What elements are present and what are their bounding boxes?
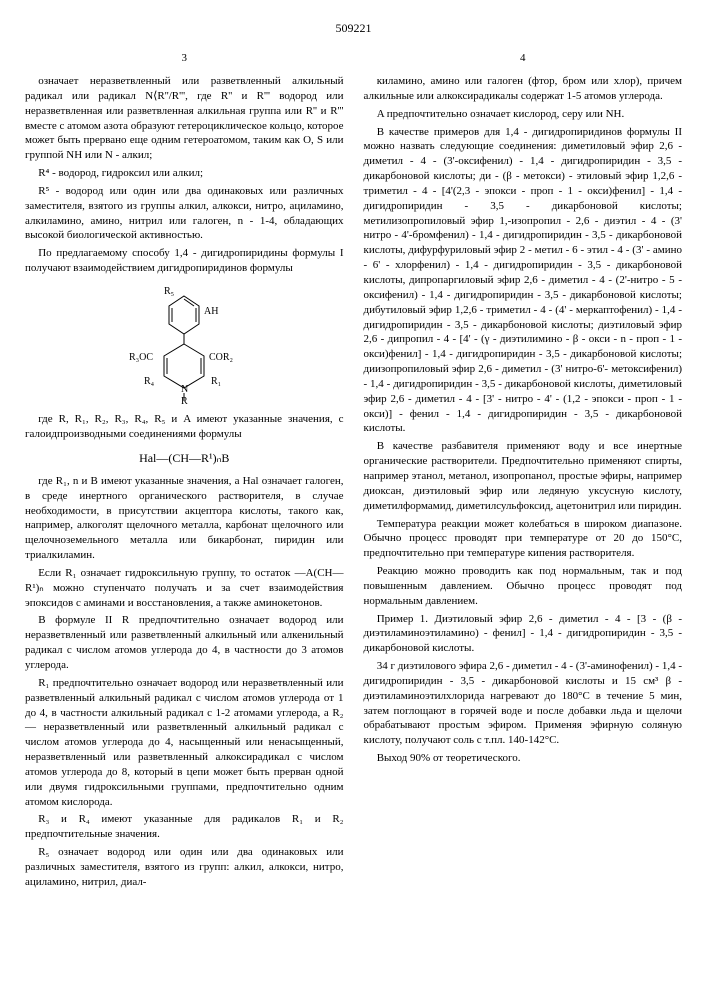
para: означает неразветвленный или разветвленн… xyxy=(25,74,344,163)
para: Температура реакции может колебаться в ш… xyxy=(364,517,683,562)
para: R₅ означает водород или один или два оди… xyxy=(25,845,344,890)
r-label: R xyxy=(181,396,188,404)
cor2-label: COR₂ xyxy=(209,352,233,363)
para: Реакцию можно проводить как под нормальн… xyxy=(364,564,683,609)
para: Выход 90% от теоретического. xyxy=(364,751,683,766)
para: По предлагаемому способу 1,4 - дигидропи… xyxy=(25,246,344,276)
left-column: 3 означает неразветвленный или разветвле… xyxy=(25,51,344,892)
right-col-number: 4 xyxy=(364,51,683,66)
para: 34 г диэтилового эфира 2,6 - диметил - 4… xyxy=(364,659,683,748)
para: где R₁, n и B имеют указанные значения, … xyxy=(25,474,344,563)
patent-number: 509221 xyxy=(25,20,682,36)
para: A предпочтительно означает кислород, сер… xyxy=(364,107,683,122)
hal-formula: Hal—(CH—R¹)ₙB xyxy=(25,450,344,466)
para: R₃ и R₄ имеют указанные для радикалов R₁… xyxy=(25,812,344,842)
para: В качестве разбавителя применяют воду и … xyxy=(364,439,683,513)
para: киламино, амино или галоген (фтор, бром … xyxy=(364,74,683,104)
r5-label: R₅ xyxy=(164,286,174,297)
r1-label: R₁ xyxy=(211,376,221,387)
chemical-structure: R₅ AH R₃OC COR₂ R₄ R₁ N R xyxy=(25,284,344,404)
content-wrapper: 3 означает неразветвленный или разветвле… xyxy=(25,51,682,892)
n-label: N xyxy=(181,384,188,395)
para: В качестве примеров для 1,4 - дигидропир… xyxy=(364,125,683,437)
para: R⁴ - водород, гидроксил или алкил; xyxy=(25,166,344,181)
left-col-number: 3 xyxy=(25,51,344,66)
para: R₁ предпочтительно означает водород или … xyxy=(25,676,344,810)
para: Пример 1. Диэтиловый эфир 2,6 - диметил … xyxy=(364,612,683,657)
para: В формуле II R предпочтительно означает … xyxy=(25,613,344,672)
para: где R, R₁, R₂, R₃, R₄, R₅ и A имеют указ… xyxy=(25,412,344,442)
columns-container: 3 означает неразветвленный или разветвле… xyxy=(25,51,682,892)
para: R⁵ - водород или один или два одинаковых… xyxy=(25,184,344,243)
para: Если R₁ означает гидроксильную группу, т… xyxy=(25,566,344,611)
ah-label: AH xyxy=(204,306,218,317)
r4-label: R₄ xyxy=(144,376,155,387)
r3oc-label: R₃OC xyxy=(129,352,153,363)
right-column: 4 киламино, амино или галоген (фтор, бро… xyxy=(364,51,683,892)
